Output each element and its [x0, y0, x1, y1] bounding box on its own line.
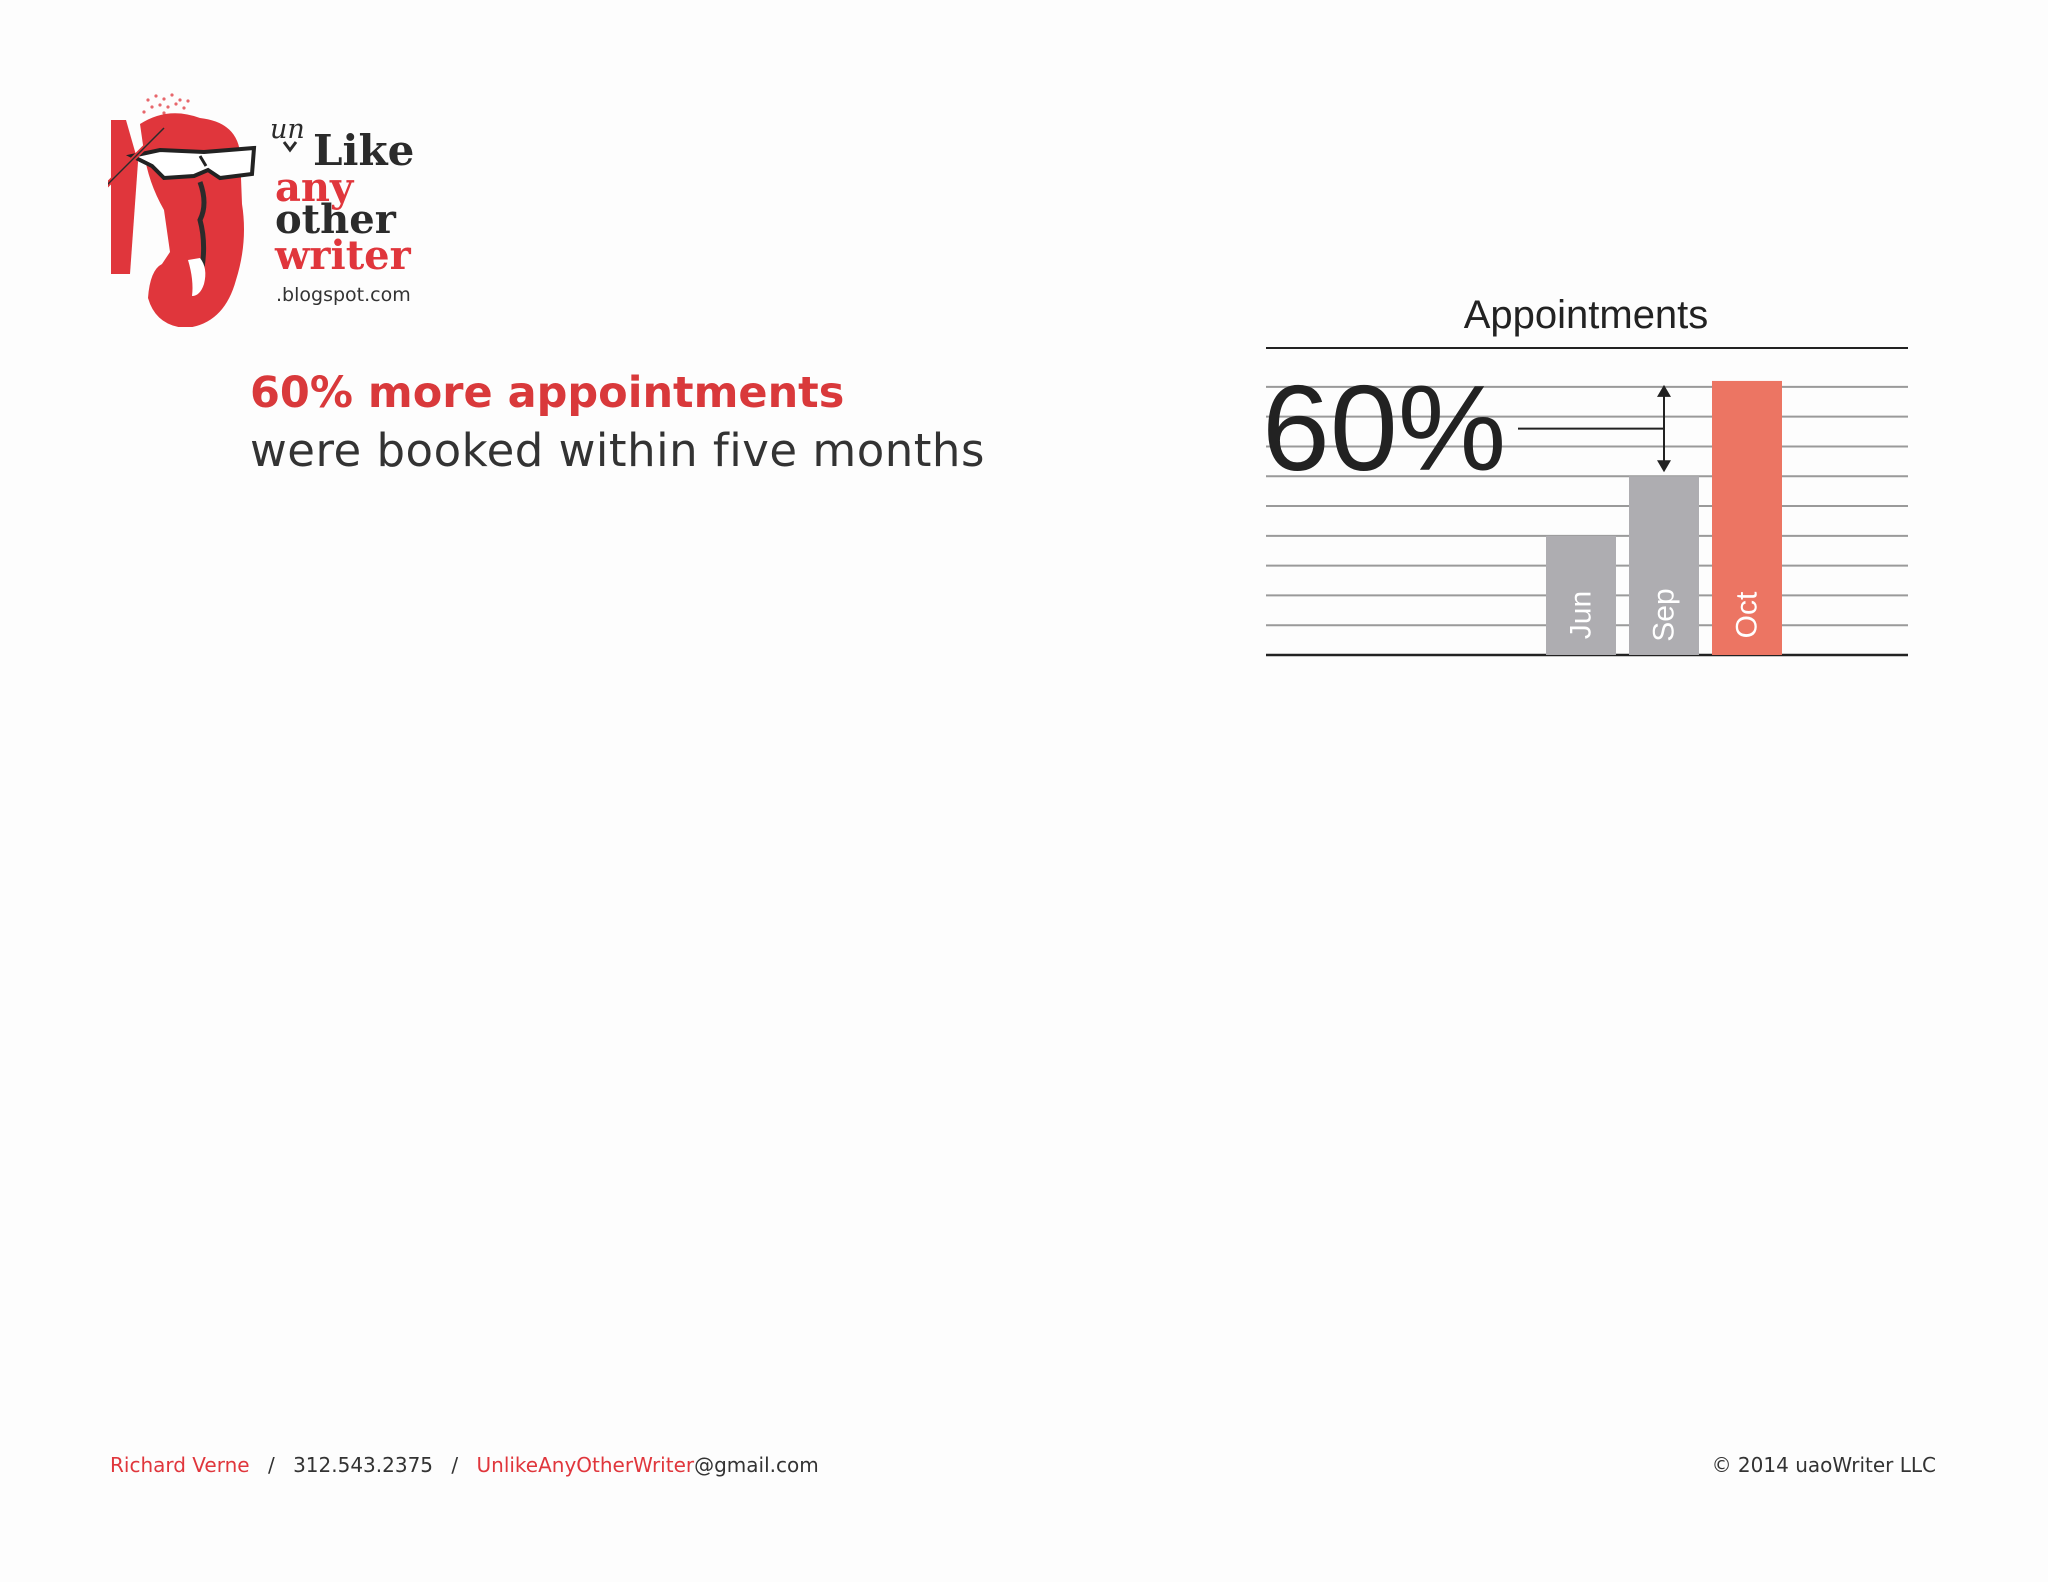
logo: un Like any other writer .blogspot.com: [108, 92, 448, 327]
appointments-chart: Appointments Jun Sep Oct 60%: [1262, 293, 1908, 657]
chart-bars: Jun Sep Oct: [1546, 380, 1782, 655]
bar-label-sep: Sep: [1648, 588, 1681, 641]
footer-separator: /: [451, 1453, 459, 1477]
annotation-arrowhead-up: [1657, 384, 1671, 397]
headline: 60% more appointments: [250, 368, 845, 418]
bar-label-jun: Jun: [1565, 591, 1598, 639]
logo-un-text: un: [270, 114, 305, 145]
footer-copyright: © 2014 uaoWriter LLC: [1711, 1453, 1936, 1477]
logo-like-text: Like: [313, 126, 415, 175]
footer-name: Richard Verne: [110, 1453, 250, 1477]
bar-jun: [1546, 535, 1616, 655]
bar-sep: [1629, 476, 1699, 655]
bar-oct: [1712, 380, 1782, 655]
annotation-arrowhead-down: [1657, 460, 1671, 473]
footer-separator: /: [267, 1453, 275, 1477]
footer-email-domain[interactable]: @gmail.com: [694, 1453, 819, 1477]
logo-any-text: any: [275, 164, 354, 211]
chart-title: Appointments: [1464, 293, 1709, 337]
logo-other-text: other: [275, 196, 396, 243]
footer-contact: Richard Verne / 312.543.2375 / UnlikeAny…: [110, 1453, 819, 1477]
logo-writer-text: writer: [275, 232, 411, 279]
annotation-percent-label: 60%: [1262, 360, 1506, 496]
subline: were booked within five months: [250, 424, 985, 477]
footer-email-user[interactable]: UnlikeAnyOtherWriter: [476, 1453, 695, 1477]
bar-label-oct: Oct: [1731, 591, 1764, 638]
footer-phone: 312.543.2375: [293, 1453, 434, 1477]
logo-domain-text: .blogspot.com: [276, 284, 411, 306]
writer-face-icon: [108, 93, 298, 327]
chart-annotation: 60%: [1262, 360, 1671, 496]
